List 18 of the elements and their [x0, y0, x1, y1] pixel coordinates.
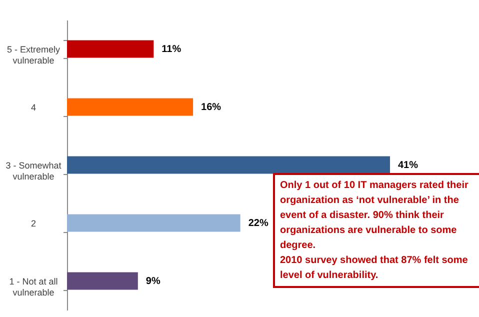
data-label: 16%: [201, 102, 222, 113]
bar: [67, 272, 138, 290]
y-tick-label: 3 - Somewhat vulnerable: [6, 160, 62, 182]
annotation: 2010 survey showed that 87% felt some level of vulnerability.: [280, 254, 469, 283]
y-tick-label: 5 - Extremely vulnerable: [6, 44, 61, 66]
bar: [67, 98, 194, 116]
y-tick-label: 4: [30, 102, 36, 112]
bar: [67, 214, 240, 232]
bar: [67, 40, 154, 58]
data-label: 9%: [146, 276, 160, 287]
text-box: Only 1 out of 10 IT managers rated their organization as ‘not vulnerable’ in the event of a disaster. 90% think their organizations are vulnerable to some degree. 2010 survey showed that 87% felt some level of vulnerability.: [273, 173, 479, 288]
y-tick-label: 1 - Not at all vulnerable: [9, 276, 58, 298]
y-tick-label: 2: [30, 218, 36, 228]
data-label: 22%: [248, 218, 268, 229]
data-label: 41%: [398, 160, 418, 171]
data-label: 11%: [162, 44, 182, 55]
bar: [67, 156, 390, 174]
annotation: Only 1 out of 10 IT managers rated their organization as ‘not vulnerable’ in the event of a disaster. 90% think their organizations are vulnerable to some degree.: [280, 179, 470, 253]
